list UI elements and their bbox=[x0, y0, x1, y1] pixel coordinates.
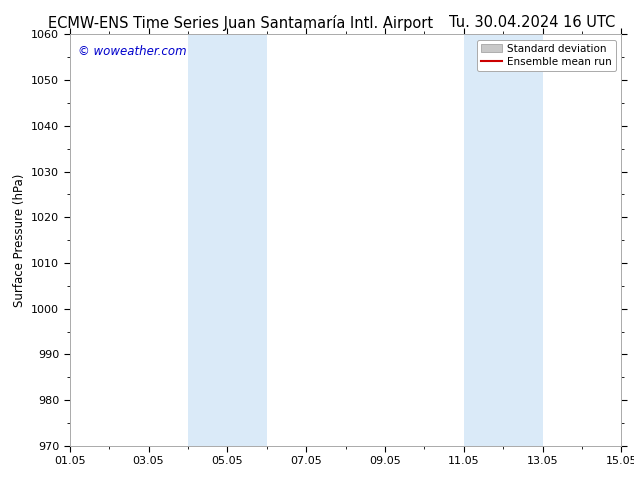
Text: Tu. 30.04.2024 16 UTC: Tu. 30.04.2024 16 UTC bbox=[449, 15, 615, 30]
Legend: Standard deviation, Ensemble mean run: Standard deviation, Ensemble mean run bbox=[477, 40, 616, 71]
Bar bbox=[188, 34, 267, 446]
Y-axis label: Surface Pressure (hPa): Surface Pressure (hPa) bbox=[13, 173, 25, 307]
Bar bbox=[463, 34, 543, 446]
Text: ECMW-ENS Time Series Juan Santamaría Intl. Airport: ECMW-ENS Time Series Juan Santamaría Int… bbox=[48, 15, 434, 31]
Text: © woweather.com: © woweather.com bbox=[78, 45, 186, 58]
